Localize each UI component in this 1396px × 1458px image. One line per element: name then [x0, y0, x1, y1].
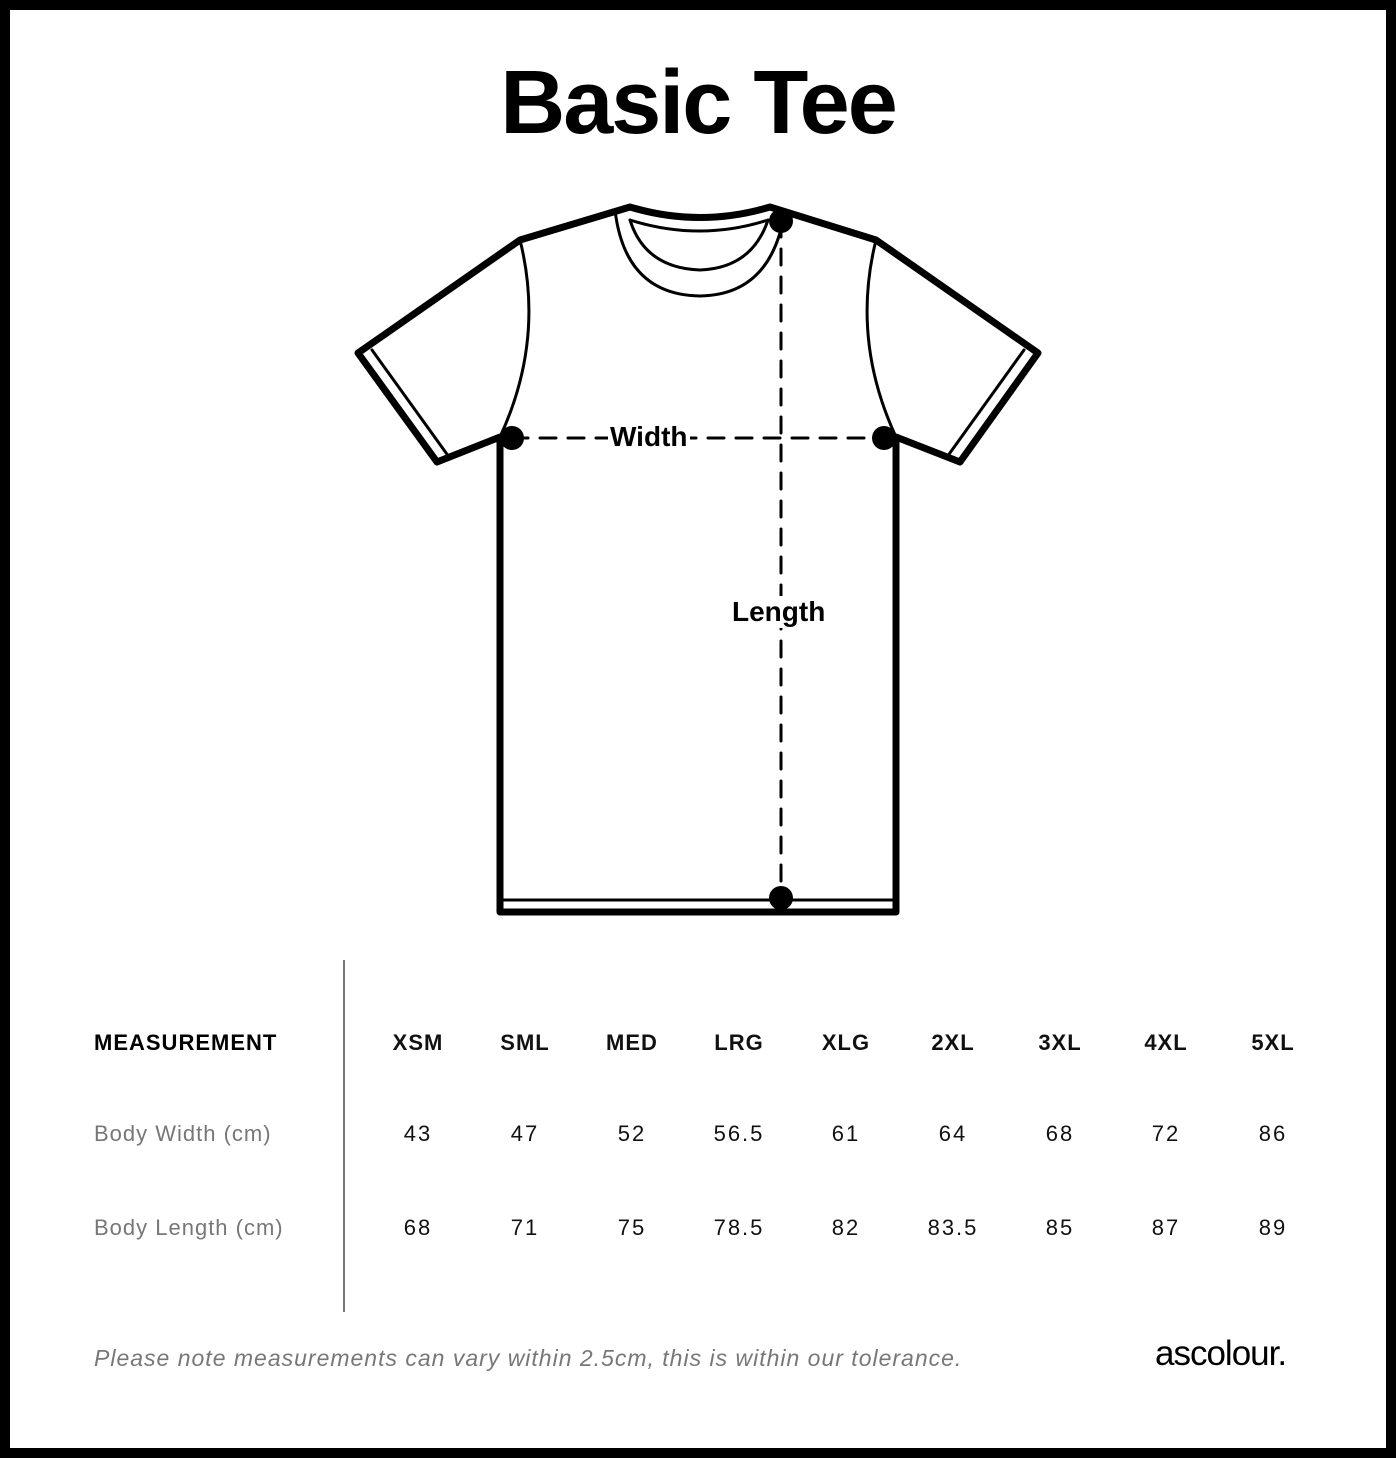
- size-header: 2XL: [931, 1030, 975, 1055]
- body-length-value: 75: [617, 1215, 647, 1240]
- collar-inner: [628, 218, 770, 272]
- size-header: SML: [500, 1030, 550, 1055]
- length-bottom-dot: [769, 886, 793, 910]
- row-label-body-length: Body Length (cm): [94, 1215, 284, 1240]
- body-length-value: 71: [510, 1215, 540, 1240]
- body-width-value: 52: [617, 1121, 647, 1146]
- size-header: 4XL: [1144, 1030, 1188, 1055]
- collar-outer: [613, 208, 787, 298]
- size-header: XSM: [392, 1030, 444, 1055]
- body-width-value: 43: [403, 1121, 433, 1146]
- width-left-dot: [500, 426, 524, 450]
- size-header: 5XL: [1251, 1030, 1295, 1055]
- row-label-body-width: Body Width (cm): [94, 1121, 272, 1146]
- body-length-value: 85: [1045, 1215, 1075, 1240]
- page-title: Basic Tee: [500, 53, 898, 153]
- left-cuff-line: [370, 348, 451, 459]
- size-header: XLG: [821, 1030, 871, 1055]
- body-length-value: 87: [1151, 1215, 1181, 1240]
- collar-band: [628, 218, 770, 233]
- length-label: Length: [730, 596, 828, 628]
- body-width-value: 64: [938, 1121, 968, 1146]
- body-width-value: 68: [1045, 1121, 1075, 1146]
- body-width-value: 72: [1151, 1121, 1181, 1146]
- size-header: LRG: [714, 1030, 764, 1055]
- table-divider: [343, 960, 345, 1312]
- right-armhole: [865, 238, 898, 439]
- width-right-dot: [872, 426, 896, 450]
- body-width-value: 61: [831, 1121, 861, 1146]
- tolerance-note: Please note measurements can vary within…: [94, 1345, 963, 1371]
- width-label: Width: [608, 421, 690, 453]
- body-length-value: 68: [403, 1215, 433, 1240]
- tee-diagram: [354, 203, 1042, 916]
- size-header: 3XL: [1038, 1030, 1082, 1055]
- right-cuff-line: [945, 348, 1026, 459]
- tee-outline: [354, 203, 1042, 916]
- measurement-header: MEASUREMENT: [94, 1030, 278, 1055]
- body-width-value: 56.5: [713, 1121, 765, 1146]
- left-armhole: [498, 238, 531, 439]
- body-width-value: 86: [1258, 1121, 1288, 1146]
- body-length-value: 83.5: [927, 1215, 979, 1240]
- body-length-value: 82: [831, 1215, 861, 1240]
- body-width-value: 47: [510, 1121, 540, 1146]
- size-header: MED: [606, 1030, 658, 1055]
- body-length-value: 89: [1258, 1215, 1288, 1240]
- length-top-dot: [769, 209, 793, 233]
- brand-logo: ascolour.: [1155, 1334, 1287, 1373]
- body-length-value: 78.5: [713, 1215, 765, 1240]
